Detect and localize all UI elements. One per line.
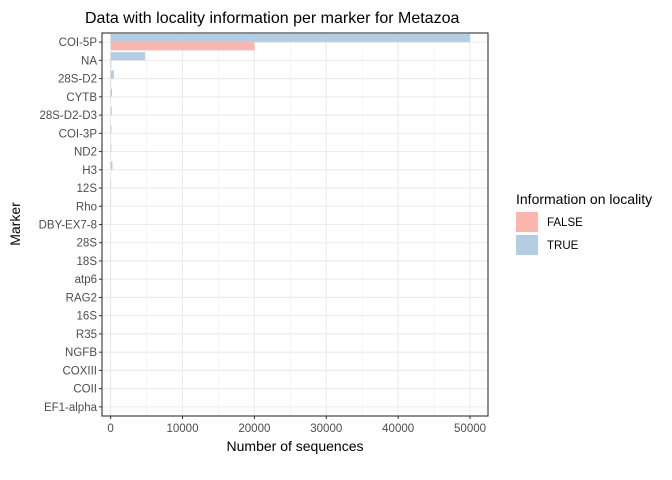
y-tick-label: 18S	[77, 256, 98, 268]
x-axis-title: Number of sequences	[227, 438, 364, 454]
y-tick-label: COII	[73, 384, 97, 396]
y-tick-label: 28S-D2-D3	[39, 110, 97, 122]
legend-key-false	[516, 212, 538, 232]
bar-false	[110, 42, 255, 51]
legend-label-true: TRUE	[547, 240, 579, 252]
bar-false	[110, 60, 112, 69]
y-tick-label: RAG2	[66, 292, 97, 304]
bar-true	[110, 33, 471, 43]
legend-title: Information on locality	[516, 191, 652, 207]
y-tick-label: EF1-alpha	[44, 402, 98, 414]
y-tick-label: H3	[82, 165, 97, 177]
bar-true	[110, 70, 114, 79]
bar-true	[110, 106, 112, 116]
y-tick-label: atp6	[75, 274, 97, 286]
y-tick-label: Rho	[76, 201, 97, 213]
x-tick-label: 40000	[382, 423, 414, 435]
grid-lines	[102, 33, 488, 416]
y-tick-label: CYTB	[66, 92, 97, 104]
y-axis-title: Marker	[7, 202, 23, 246]
y-tick-label: NA	[81, 55, 97, 67]
bar-true	[110, 88, 113, 97]
y-tick-label: 28S-D2	[58, 74, 97, 86]
bar-true	[110, 52, 146, 61]
x-axis-ticks: 0 10000 20000 30000 40000 50000	[107, 416, 486, 435]
y-axis-ticks: COI-5P NA 28S-D2 CYTB 28S-D2-D3 COI-3P ND2 H3 12…	[39, 37, 102, 414]
y-tick-label: COI-5P	[59, 37, 98, 49]
y-tick-label: R35	[76, 329, 97, 341]
y-tick-label: 28S	[77, 238, 98, 250]
y-tick-label: COI-3P	[59, 128, 98, 140]
bars	[110, 33, 471, 416]
x-tick-label: 50000	[454, 423, 486, 435]
y-tick-label: COXIII	[62, 365, 97, 377]
y-tick-label: 16S	[77, 311, 98, 323]
bar-true	[110, 125, 112, 134]
legend-key-true	[516, 235, 538, 255]
x-tick-label: 10000	[167, 423, 199, 435]
x-tick-label: 0	[107, 423, 113, 435]
bar-true	[110, 161, 113, 170]
bar-true	[110, 143, 112, 152]
chart-title: Data with locality information per marke…	[85, 10, 459, 27]
x-tick-label: 20000	[238, 423, 270, 435]
y-tick-label: ND2	[74, 147, 97, 159]
y-tick-label: 12S	[77, 183, 98, 195]
y-tick-label: NGFB	[65, 347, 97, 359]
y-tick-label: DBY-EX7-8	[39, 220, 97, 232]
legend: Information on locality FALSE TRUE	[516, 191, 652, 255]
x-tick-label: 30000	[310, 423, 342, 435]
legend-label-false: FALSE	[547, 217, 583, 229]
